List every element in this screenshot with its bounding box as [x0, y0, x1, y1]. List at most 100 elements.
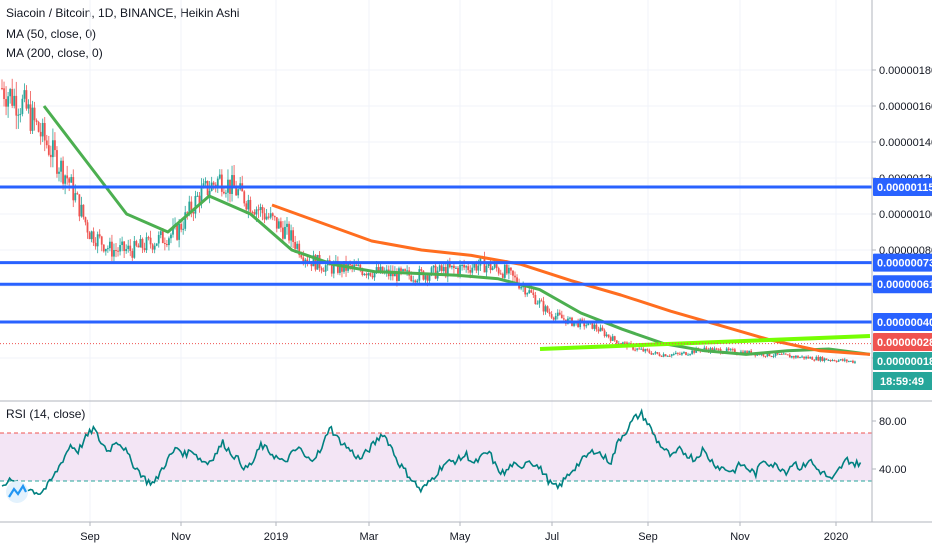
- candle-body: [634, 349, 637, 351]
- candle-body: [591, 321, 594, 329]
- candle-body: [115, 250, 117, 252]
- candle-body: [5, 99, 7, 107]
- candle-body: [288, 223, 290, 241]
- candle-body: [827, 359, 830, 361]
- candle-body: [805, 356, 808, 359]
- candle-body: [341, 263, 343, 272]
- ma200-legend[interactable]: MA (200, close, 0): [6, 46, 103, 60]
- candle-body: [809, 357, 812, 359]
- candle-body: [672, 353, 675, 355]
- candle-body: [815, 356, 818, 361]
- candle-body: [381, 266, 384, 274]
- candle-body: [400, 268, 402, 272]
- candle-body: [184, 212, 187, 229]
- rsi-legend[interactable]: RSI (14, close): [6, 407, 86, 421]
- candle-body: [416, 280, 419, 283]
- candle-body: [681, 352, 683, 355]
- candle-body: [406, 270, 409, 272]
- price-tags[interactable]: 0.00000115 0.00000073 0.00000061 0.00000040…: [873, 178, 932, 390]
- candle-body: [320, 267, 323, 271]
- candle-body: [795, 355, 797, 358]
- candle-body: [165, 244, 168, 246]
- candle-body: [90, 231, 93, 240]
- candle-body: [599, 327, 602, 332]
- candle-body: [13, 95, 16, 106]
- candle-body: [298, 243, 301, 256]
- candle-body: [516, 277, 518, 284]
- candle-body: [269, 213, 272, 218]
- candle-body: [512, 270, 514, 276]
- candle-body: [587, 322, 590, 326]
- candle-body: [275, 217, 278, 229]
- candle-body: [569, 317, 571, 319]
- candle-body: [854, 361, 856, 363]
- candle-body: [813, 359, 816, 361]
- candle-body: [609, 337, 612, 341]
- candle-body: [733, 349, 736, 354]
- candle-body: [51, 140, 54, 158]
- candle-body: [379, 266, 382, 273]
- candle-body: [64, 175, 67, 184]
- candle-body: [731, 349, 734, 351]
- candle-body: [178, 224, 181, 240]
- candle-body: [849, 360, 852, 362]
- candle-body: [245, 203, 248, 210]
- candle-body: [768, 352, 771, 357]
- candle-body: [831, 360, 834, 362]
- candle-body: [658, 353, 661, 356]
- candle-body: [624, 342, 626, 344]
- candle-body: [60, 160, 62, 172]
- candle-body: [440, 265, 443, 272]
- candle-body: [161, 231, 164, 244]
- candle-body: [532, 292, 535, 295]
- candle-body: [279, 221, 282, 228]
- candle-body: [155, 243, 158, 246]
- candle-body: [691, 350, 694, 354]
- candle-body: [748, 350, 751, 354]
- candle-body: [3, 88, 5, 100]
- candle-body: [365, 273, 368, 276]
- candle-body: [685, 352, 687, 356]
- candle-body: [520, 286, 523, 289]
- candle-body: [9, 89, 12, 97]
- candle-body: [255, 209, 258, 215]
- ma50-legend[interactable]: MA (50, close, 0): [6, 27, 97, 41]
- candle-body: [845, 359, 848, 362]
- candle-body: [562, 318, 565, 320]
- candle-body: [373, 271, 376, 278]
- candle-body: [552, 317, 555, 320]
- candle-body: [194, 196, 197, 214]
- candle-body: [414, 280, 417, 283]
- x-tick-label: Nov: [171, 531, 191, 543]
- price-tag-bg: [873, 352, 932, 370]
- candle-body: [385, 269, 388, 272]
- candle-body: [774, 352, 777, 356]
- candle-body: [231, 175, 233, 194]
- candle-body: [23, 90, 26, 99]
- price-tag-bg: [873, 333, 932, 351]
- candle-body: [292, 230, 295, 242]
- candle-body: [485, 265, 488, 273]
- candle-body: [153, 245, 156, 250]
- candle-body: [780, 353, 783, 355]
- candle-body: [495, 264, 498, 269]
- candle-body: [35, 120, 38, 123]
- candle-body: [170, 234, 172, 239]
- candle-body: [47, 145, 50, 155]
- candle-body: [650, 352, 653, 355]
- x-tick-label: Nov: [730, 531, 750, 543]
- candle-body: [782, 353, 785, 355]
- candle-body: [249, 199, 252, 212]
- price-tag-bg: [873, 275, 932, 294]
- countdown-bg: [873, 372, 932, 390]
- candle-body: [463, 264, 466, 268]
- candle-body: [168, 238, 170, 246]
- candle-body: [556, 312, 559, 317]
- candle-body: [457, 267, 459, 274]
- candle-body: [277, 221, 280, 229]
- tradingview-logo: [6, 481, 28, 503]
- candle-body: [505, 264, 508, 274]
- candle-body: [821, 356, 824, 362]
- candle-body: [693, 350, 696, 353]
